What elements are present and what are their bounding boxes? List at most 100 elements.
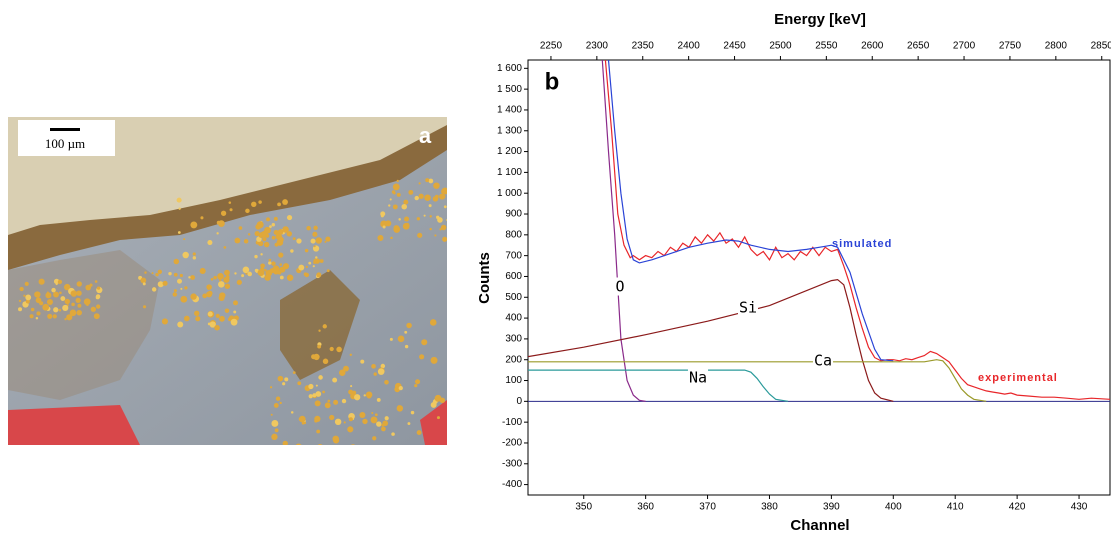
speckle: [282, 382, 286, 386]
speckle: [228, 317, 232, 322]
speckle: [363, 394, 366, 397]
speckle: [290, 411, 294, 414]
speckle: [406, 322, 412, 329]
speckle: [380, 363, 386, 369]
speckle: [424, 194, 431, 201]
speckle: [334, 418, 342, 426]
speckle: [381, 426, 386, 432]
speckle: [213, 275, 217, 280]
speckle: [76, 309, 82, 316]
speckle: [57, 279, 63, 285]
speckle: [219, 279, 222, 282]
speckle: [279, 263, 282, 266]
speckle: [274, 428, 279, 433]
series-label: simulated: [832, 238, 892, 250]
x2-axis-title: Energy [keV]: [774, 11, 866, 28]
y-tick-label: 500: [505, 292, 522, 303]
speckle: [209, 321, 216, 328]
speckle: [389, 337, 393, 341]
speckle: [448, 210, 451, 213]
series-line: [528, 359, 987, 402]
speckle: [256, 221, 264, 229]
speckle: [234, 237, 241, 244]
speckle: [228, 201, 232, 204]
speckle: [190, 221, 198, 229]
speckle: [284, 377, 289, 382]
speckle: [449, 218, 455, 224]
speckle: [24, 281, 29, 286]
speckle: [419, 354, 425, 360]
speckle: [376, 421, 382, 427]
x-tick-label: 410: [947, 502, 964, 513]
speckle: [264, 268, 267, 272]
y-tick-label: 1 000: [497, 188, 522, 199]
speckle: [324, 402, 331, 409]
speckle: [245, 208, 250, 214]
label-bg: [812, 351, 834, 370]
x2-tick-label: 2650: [907, 41, 930, 52]
speckle: [157, 269, 162, 274]
y-tick-label: 800: [505, 229, 522, 240]
panel-label: a: [419, 123, 432, 148]
speckle: [264, 274, 271, 281]
speckle: [456, 184, 461, 189]
speckle: [46, 298, 53, 305]
x2-tick-label: 2800: [1045, 41, 1068, 52]
speckle: [325, 236, 331, 242]
speckle: [271, 235, 276, 240]
speckle: [25, 299, 30, 304]
speckle: [380, 211, 386, 217]
speckle: [372, 436, 377, 441]
speckle: [322, 390, 325, 394]
label-bg: [687, 368, 709, 387]
series-label: O: [615, 278, 624, 296]
speckle: [224, 308, 230, 313]
x-tick-label: 350: [575, 502, 592, 513]
speckle: [39, 301, 44, 306]
x-tick-label: 380: [761, 502, 778, 513]
speckle: [30, 307, 35, 312]
speckle: [89, 283, 93, 287]
speckle: [64, 298, 71, 305]
speckle: [155, 273, 159, 277]
speckle: [327, 399, 331, 403]
y-tick-label: 900: [505, 209, 522, 220]
y-tick-label: 1 400: [497, 105, 522, 116]
speckle: [317, 444, 323, 445]
speckle: [18, 307, 23, 312]
speckle: [269, 225, 272, 228]
speckle: [322, 358, 329, 365]
y-tick-label: 1 300: [497, 125, 522, 136]
speckle: [410, 410, 415, 415]
y-tick-label: 600: [505, 271, 522, 282]
speckle: [429, 319, 437, 326]
speckle: [403, 199, 409, 205]
speckle: [322, 324, 327, 329]
speckle: [271, 433, 278, 441]
speckle: [350, 444, 356, 445]
speckle: [430, 401, 437, 408]
label-bg: [614, 277, 626, 296]
speckle: [339, 369, 346, 376]
speckle: [62, 304, 69, 312]
speckle: [315, 384, 318, 387]
speckle: [229, 208, 233, 212]
speckle: [296, 238, 302, 244]
speckle: [360, 359, 365, 364]
speckle: [277, 202, 281, 207]
speckle: [69, 309, 77, 317]
speckle: [23, 294, 26, 297]
speckle: [310, 445, 316, 451]
speckle: [258, 200, 262, 204]
speckle: [393, 225, 400, 231]
speckle: [266, 217, 270, 222]
speckle: [319, 259, 324, 263]
speckle: [264, 226, 271, 234]
speckle: [313, 225, 318, 231]
speckle: [430, 356, 438, 364]
speckle: [51, 287, 56, 293]
speckle: [214, 324, 220, 331]
series-line: [528, 369, 789, 402]
speckle: [95, 295, 100, 300]
speckle: [391, 432, 395, 436]
